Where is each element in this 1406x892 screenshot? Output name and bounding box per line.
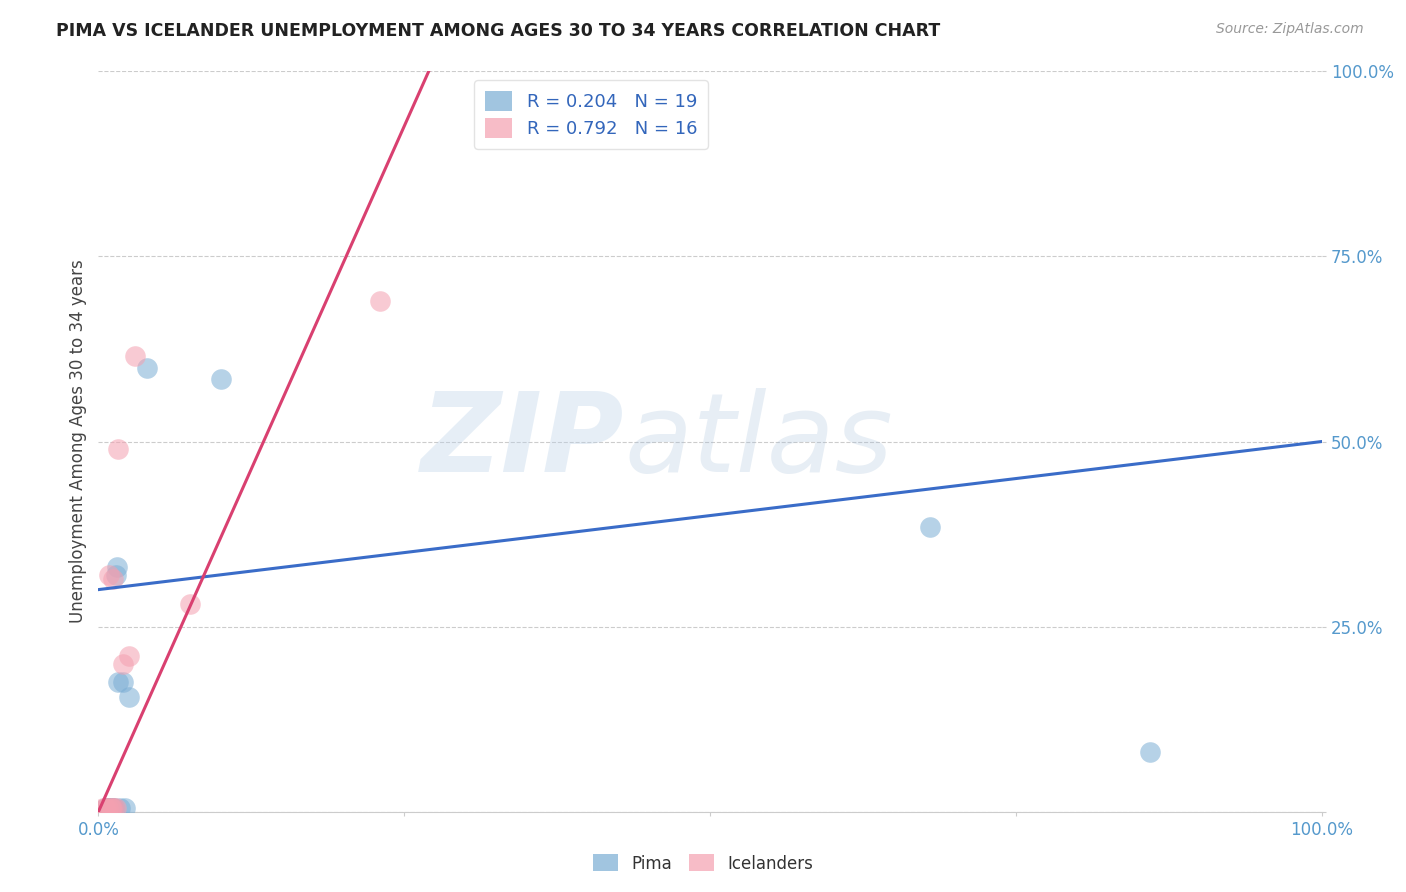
Point [103,801,125,815]
Point [96,801,118,815]
Y-axis label: Unemployment Among Ages 30 to 34 years: Unemployment Among Ages 30 to 34 years [69,260,87,624]
Point [103,801,125,815]
Point [110,801,132,815]
Point [111,675,134,690]
Point [93,801,115,815]
Point [136,360,159,375]
Text: Source: ZipAtlas.com: Source: ZipAtlas.com [1216,22,1364,37]
Point [98,801,121,815]
Legend: R = 0.204   N = 19, R = 0.792   N = 16: R = 0.204 N = 19, R = 0.792 N = 16 [474,80,709,149]
Point [111,657,134,671]
Point [91,801,114,815]
Point [118,649,141,664]
Point [101,801,124,815]
Point [100,801,122,815]
Point [107,675,129,690]
Point [97,801,120,815]
Text: ZIP: ZIP [420,388,624,495]
Text: PIMA VS ICELANDER UNEMPLOYMENT AMONG AGES 30 TO 34 YEARS CORRELATION CHART: PIMA VS ICELANDER UNEMPLOYMENT AMONG AGE… [56,22,941,40]
Point [94,801,117,815]
Point [114,801,136,815]
Point [101,572,124,586]
Point [97,801,120,815]
Point [93,801,115,815]
Point [104,801,127,815]
Point [920,519,942,533]
Point [101,801,124,815]
Point [118,690,141,704]
Point [124,350,146,364]
Point [104,567,127,582]
Point [101,801,124,815]
Legend: Pima, Icelanders: Pima, Icelanders [586,847,820,880]
Point [368,293,391,308]
Point [105,560,128,574]
Point [209,371,232,385]
Point [98,567,121,582]
Text: atlas: atlas [624,388,893,495]
Point [1139,746,1161,760]
Point [100,801,122,815]
Point [179,598,201,612]
Point [107,442,129,456]
